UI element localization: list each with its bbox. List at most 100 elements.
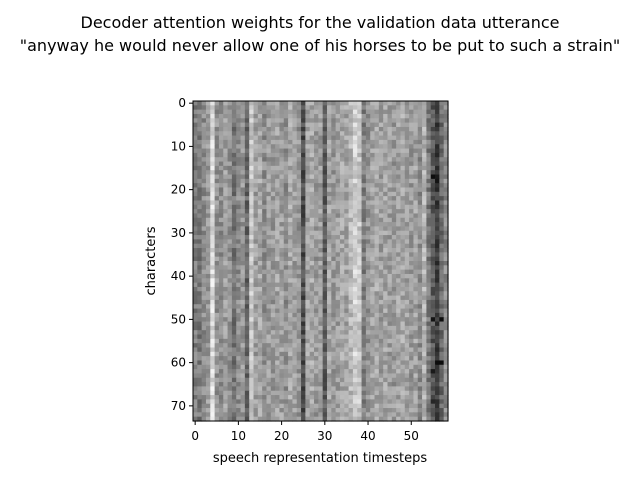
heatmap-cell xyxy=(435,187,440,193)
heatmap-cell xyxy=(404,105,410,111)
heatmap-cell xyxy=(439,105,445,111)
heatmap-cell xyxy=(417,299,423,305)
heatmap-cell xyxy=(331,235,337,240)
heatmap-cell xyxy=(370,295,376,301)
heatmap-cell xyxy=(205,265,211,271)
heatmap-cell xyxy=(426,135,432,141)
heatmap-cell xyxy=(426,390,432,396)
heatmap-cell xyxy=(266,235,272,240)
heatmap-cell xyxy=(231,191,237,197)
heatmap-cell xyxy=(240,187,246,193)
heatmap-cell xyxy=(292,230,298,236)
heatmap-cell xyxy=(283,265,289,271)
heatmap-cell xyxy=(374,412,380,418)
heatmap-cell xyxy=(365,235,371,240)
heatmap-cell xyxy=(288,286,294,292)
heatmap-cell xyxy=(288,135,294,141)
heatmap-cell xyxy=(409,222,415,228)
heatmap-cell xyxy=(266,338,272,344)
heatmap-cell xyxy=(374,369,380,375)
heatmap-cell xyxy=(361,209,367,215)
heatmap-cell xyxy=(374,321,380,327)
heatmap-cell xyxy=(201,222,207,228)
heatmap-cell xyxy=(409,295,415,301)
heatmap-cell xyxy=(270,377,276,383)
heatmap-cell xyxy=(210,416,216,422)
heatmap-cell xyxy=(339,338,345,344)
heatmap-cell xyxy=(361,135,367,141)
heatmap-cell xyxy=(331,312,337,318)
heatmap-cell xyxy=(352,230,358,236)
heatmap-cell xyxy=(400,144,406,150)
heatmap-cell xyxy=(301,213,306,219)
heatmap-cell xyxy=(249,226,255,232)
heatmap-cell xyxy=(314,338,319,344)
heatmap-cell xyxy=(396,148,402,154)
heatmap-cell xyxy=(357,304,363,310)
heatmap-cell xyxy=(374,347,380,353)
heatmap-cell xyxy=(270,330,276,336)
heatmap-cell xyxy=(210,230,216,236)
heatmap-cell xyxy=(309,403,315,409)
heatmap-cell xyxy=(288,399,294,405)
heatmap-cell xyxy=(227,273,233,279)
heatmap-cell xyxy=(326,356,332,362)
heatmap-cell xyxy=(391,386,397,392)
heatmap-cell xyxy=(391,412,397,418)
heatmap-cell xyxy=(279,265,285,271)
heatmap-cell xyxy=(378,412,384,418)
heatmap-cell xyxy=(435,101,440,106)
heatmap-cell xyxy=(391,282,397,288)
heatmap-cell xyxy=(383,377,389,383)
heatmap-cell xyxy=(253,395,259,400)
heatmap-cell xyxy=(409,304,415,310)
heatmap-cell xyxy=(240,382,246,388)
heatmap-cell xyxy=(249,239,255,245)
heatmap-cell xyxy=(318,109,324,115)
heatmap-cell xyxy=(240,321,246,327)
heatmap-cell xyxy=(244,308,250,314)
heatmap-cell xyxy=(443,226,449,232)
heatmap-cell xyxy=(236,261,242,266)
heatmap-cell xyxy=(335,312,341,318)
heatmap-cell xyxy=(331,416,337,422)
heatmap-cell xyxy=(296,321,302,327)
heatmap-cell xyxy=(283,278,289,284)
heatmap-cell xyxy=(383,105,389,111)
x-axis-label: speech representation timesteps xyxy=(213,451,428,466)
heatmap-cell xyxy=(322,187,328,193)
heatmap-cell xyxy=(270,312,276,318)
heatmap-cell xyxy=(413,209,419,215)
heatmap-cell xyxy=(218,161,224,167)
heatmap-cell xyxy=(404,230,410,236)
heatmap-cell xyxy=(339,170,345,176)
heatmap-cell xyxy=(223,299,229,305)
heatmap-cell xyxy=(244,226,250,232)
heatmap-cell xyxy=(275,265,281,271)
heatmap-cell xyxy=(365,222,371,228)
heatmap-cell xyxy=(387,299,393,305)
heatmap-cell xyxy=(322,226,328,232)
heatmap-cell xyxy=(426,239,432,245)
heatmap-cell xyxy=(301,369,306,375)
heatmap-cell xyxy=(318,174,324,180)
heatmap-cell xyxy=(409,273,415,279)
heatmap-cell xyxy=(197,403,203,409)
heatmap-cell xyxy=(413,113,419,119)
heatmap-cell xyxy=(435,377,440,383)
heatmap-cell xyxy=(231,148,237,154)
heatmap-cell xyxy=(413,382,419,388)
heatmap-cell xyxy=(275,204,281,210)
heatmap-cell xyxy=(236,217,242,223)
heatmap-cell xyxy=(378,369,384,375)
heatmap-cell xyxy=(244,187,250,193)
heatmap-cell xyxy=(201,377,207,383)
heatmap-cell xyxy=(270,118,276,124)
heatmap-cell xyxy=(262,312,268,318)
heatmap-cell xyxy=(435,299,440,305)
heatmap-cell xyxy=(236,377,242,383)
heatmap-cell xyxy=(253,131,259,137)
heatmap-cell xyxy=(422,356,427,362)
heatmap-cell xyxy=(197,252,203,258)
heatmap-cell xyxy=(331,403,337,409)
